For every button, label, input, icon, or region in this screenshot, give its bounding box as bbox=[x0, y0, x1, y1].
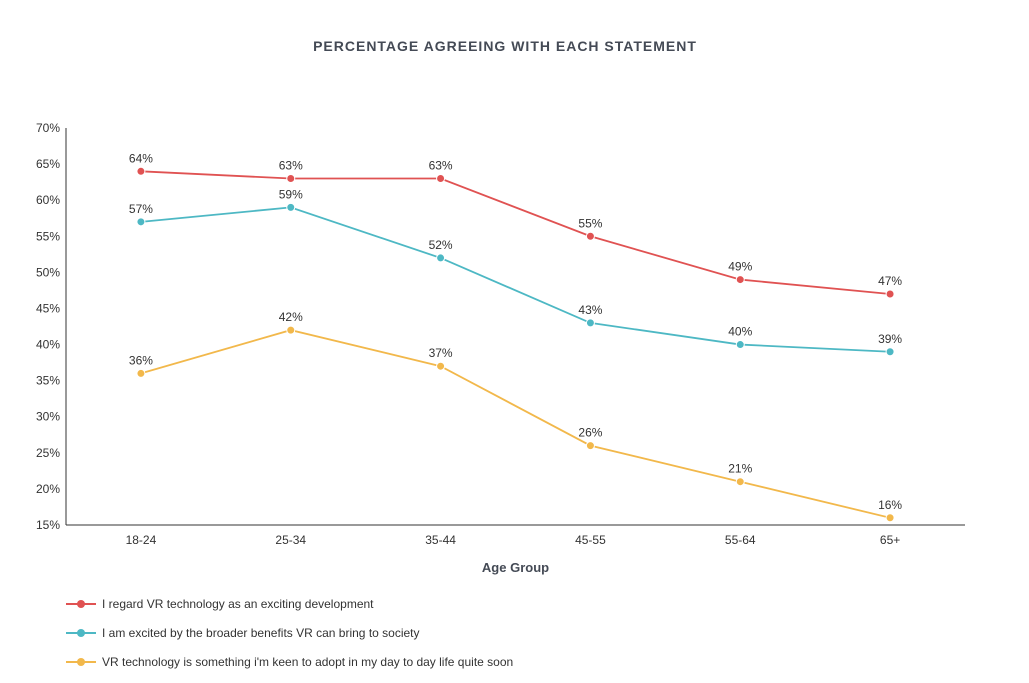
legend-swatch-dot bbox=[77, 629, 85, 637]
data-label: 64% bbox=[129, 151, 153, 165]
y-tick-label: 35% bbox=[36, 374, 60, 388]
data-point bbox=[436, 253, 446, 263]
y-tick-label: 50% bbox=[36, 265, 60, 279]
data-point bbox=[436, 174, 446, 184]
series-line bbox=[140, 170, 891, 295]
data-label: 37% bbox=[429, 346, 453, 360]
legend-item[interactable]: I am excited by the broader benefits VR … bbox=[66, 625, 513, 654]
y-tick-label: 55% bbox=[36, 229, 60, 243]
data-label: 39% bbox=[878, 332, 902, 346]
x-tick-label: 18-24 bbox=[126, 533, 157, 547]
data-point bbox=[286, 174, 296, 184]
data-label: 59% bbox=[279, 187, 303, 201]
x-axis-title: Age Group bbox=[482, 560, 549, 575]
data-label: 55% bbox=[578, 216, 602, 230]
data-label: 63% bbox=[429, 159, 453, 173]
data-label: 52% bbox=[429, 238, 453, 252]
data-point bbox=[585, 231, 595, 241]
data-label: 57% bbox=[129, 202, 153, 216]
data-label: 40% bbox=[728, 325, 752, 339]
data-point bbox=[136, 166, 146, 176]
data-label-layer: 64% 63% 63% 55% 49% 47% 57% 59% 52% 43% 40% 39% 36% 4… bbox=[129, 151, 903, 511]
data-label: 42% bbox=[279, 310, 303, 324]
x-tick-label: 45-55 bbox=[575, 533, 606, 547]
data-label: 43% bbox=[578, 303, 602, 317]
chart-axes: 15% 20% 25% 30% 35% 40% 45% 50% 55% 60% 65% 70% 18-2… bbox=[36, 121, 965, 575]
y-tick-label: 30% bbox=[36, 410, 60, 424]
data-label: 26% bbox=[578, 426, 602, 440]
data-point bbox=[735, 275, 745, 285]
legend-swatch-dot bbox=[77, 600, 85, 608]
series-line bbox=[140, 206, 891, 353]
y-tick-label: 60% bbox=[36, 193, 60, 207]
data-point bbox=[286, 202, 296, 212]
y-tick-label: 40% bbox=[36, 338, 60, 352]
y-tick-label: 25% bbox=[36, 446, 60, 460]
x-tick-label: 55-64 bbox=[725, 533, 756, 547]
data-point bbox=[885, 347, 895, 357]
data-label: 21% bbox=[728, 462, 752, 476]
legend-swatch-icon bbox=[66, 654, 96, 668]
x-tick-label: 25-34 bbox=[275, 533, 306, 547]
x-tick-label: 35-44 bbox=[425, 533, 456, 547]
legend-item[interactable]: VR technology is something i'm keen to a… bbox=[66, 654, 513, 683]
data-point bbox=[585, 441, 595, 451]
series-layer bbox=[136, 166, 895, 523]
data-point bbox=[885, 513, 895, 523]
data-label: 49% bbox=[728, 260, 752, 274]
data-label: 36% bbox=[129, 353, 153, 367]
data-label: 16% bbox=[878, 498, 902, 512]
y-tick-label: 65% bbox=[36, 157, 60, 171]
data-point bbox=[136, 368, 146, 378]
data-point bbox=[735, 340, 745, 350]
y-tick-label: 20% bbox=[36, 482, 60, 496]
legend-swatch-icon bbox=[66, 625, 96, 639]
y-tick-label: 70% bbox=[36, 121, 60, 135]
legend-swatch-icon bbox=[66, 596, 96, 610]
data-point bbox=[436, 361, 446, 371]
data-point bbox=[136, 217, 146, 227]
series-line bbox=[140, 329, 891, 519]
x-tick-label: 65+ bbox=[880, 533, 900, 547]
data-point bbox=[286, 325, 296, 335]
chart-legend: I regard VR technology as an exciting de… bbox=[66, 596, 513, 683]
y-tick-label: 45% bbox=[36, 301, 60, 315]
data-point bbox=[585, 318, 595, 328]
legend-label: I am excited by the broader benefits VR … bbox=[102, 626, 420, 640]
legend-label: VR technology is something i'm keen to a… bbox=[102, 655, 514, 669]
legend-swatch-dot bbox=[77, 658, 85, 666]
data-point bbox=[885, 289, 895, 299]
line-chart: 15% 20% 25% 30% 35% 40% 45% 50% 55% 60% 65% 70% 18-2… bbox=[36, 121, 965, 575]
data-label: 47% bbox=[878, 274, 902, 288]
data-label: 63% bbox=[279, 159, 303, 173]
chart-title: PERCENTAGE AGREEING WITH EACH STATEMENT bbox=[313, 38, 697, 54]
y-tick-label: 15% bbox=[36, 518, 60, 532]
legend-label: I regard VR technology as an exciting de… bbox=[102, 597, 374, 611]
legend-item[interactable]: I regard VR technology as an exciting de… bbox=[66, 596, 513, 625]
data-point bbox=[735, 477, 745, 487]
